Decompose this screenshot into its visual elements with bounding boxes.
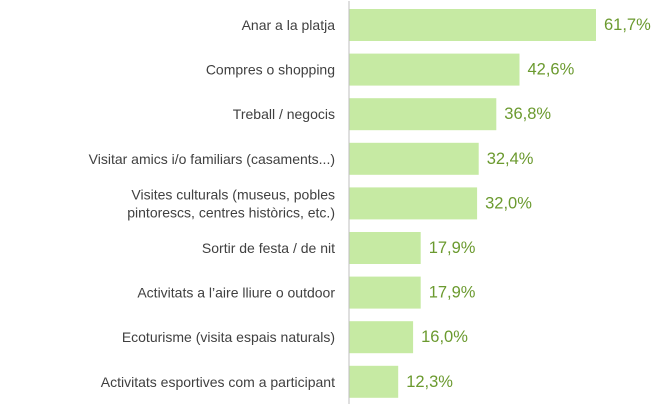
value-label-9: 12,3% xyxy=(406,373,453,391)
value-label-4: 32,4% xyxy=(487,150,534,168)
category-label-line: Compres o shopping xyxy=(206,62,335,78)
category-label-3: Treball / negocis xyxy=(233,106,335,122)
category-label-8: Ecoturisme (visita espais naturals) xyxy=(122,329,335,345)
category-label-line: Visitar amics i/o familiars (casaments..… xyxy=(89,151,335,167)
bar-7 xyxy=(349,276,421,309)
value-label-2: 42,6% xyxy=(528,61,575,79)
category-label-line: Activitats a l’aire lliure o outdoor xyxy=(137,285,335,301)
category-label-line: Ecoturisme (visita espais naturals) xyxy=(122,329,335,345)
value-label-1: 61,7% xyxy=(604,16,651,34)
category-labels: Anar a la platja Compres o shopping Trebal… xyxy=(89,17,336,390)
bar-3 xyxy=(349,98,497,131)
bar-6 xyxy=(349,232,421,264)
value-label-3: 36,8% xyxy=(504,105,551,123)
category-label-line: Visites culturals (museus, pobles xyxy=(131,186,335,202)
category-label-4: Visitar amics i/o familiars (casaments..… xyxy=(89,151,335,167)
category-label-2: Compres o shopping xyxy=(206,62,335,78)
value-label-7: 17,9% xyxy=(429,284,476,302)
category-label-1: Anar a la platja xyxy=(242,17,336,33)
category-label-6: Sortir de festa / de nit xyxy=(202,240,335,256)
category-label-5: Visites culturals (museus, pobles pintore… xyxy=(127,186,335,220)
bar-5 xyxy=(349,187,478,220)
value-label-8: 16,0% xyxy=(421,328,468,346)
bar-8 xyxy=(349,321,414,354)
category-label-9: Activitats esportives com a participant xyxy=(101,374,335,390)
bars-group xyxy=(349,9,596,398)
category-label-line: pintorescs, centres històrics, etc.) xyxy=(127,204,335,220)
category-label-line: Activitats esportives com a participant xyxy=(101,374,335,390)
category-label-7: Activitats a l’aire lliure o outdoor xyxy=(137,285,335,301)
category-label-line: Sortir de festa / de nit xyxy=(202,240,335,256)
bar-4 xyxy=(349,142,479,175)
value-label-5: 32,0% xyxy=(485,194,532,212)
value-labels: 61,7% 42,6% 36,8% 32,4% 32,0% 17,9% 17,9% 16,0%… xyxy=(406,16,651,391)
bar-9 xyxy=(349,365,399,398)
bar-2 xyxy=(349,53,520,86)
value-label-6: 17,9% xyxy=(429,239,476,257)
category-label-line: Treball / negocis xyxy=(233,106,335,122)
category-label-line: Anar a la platja xyxy=(242,17,336,33)
bar-1 xyxy=(349,9,596,41)
